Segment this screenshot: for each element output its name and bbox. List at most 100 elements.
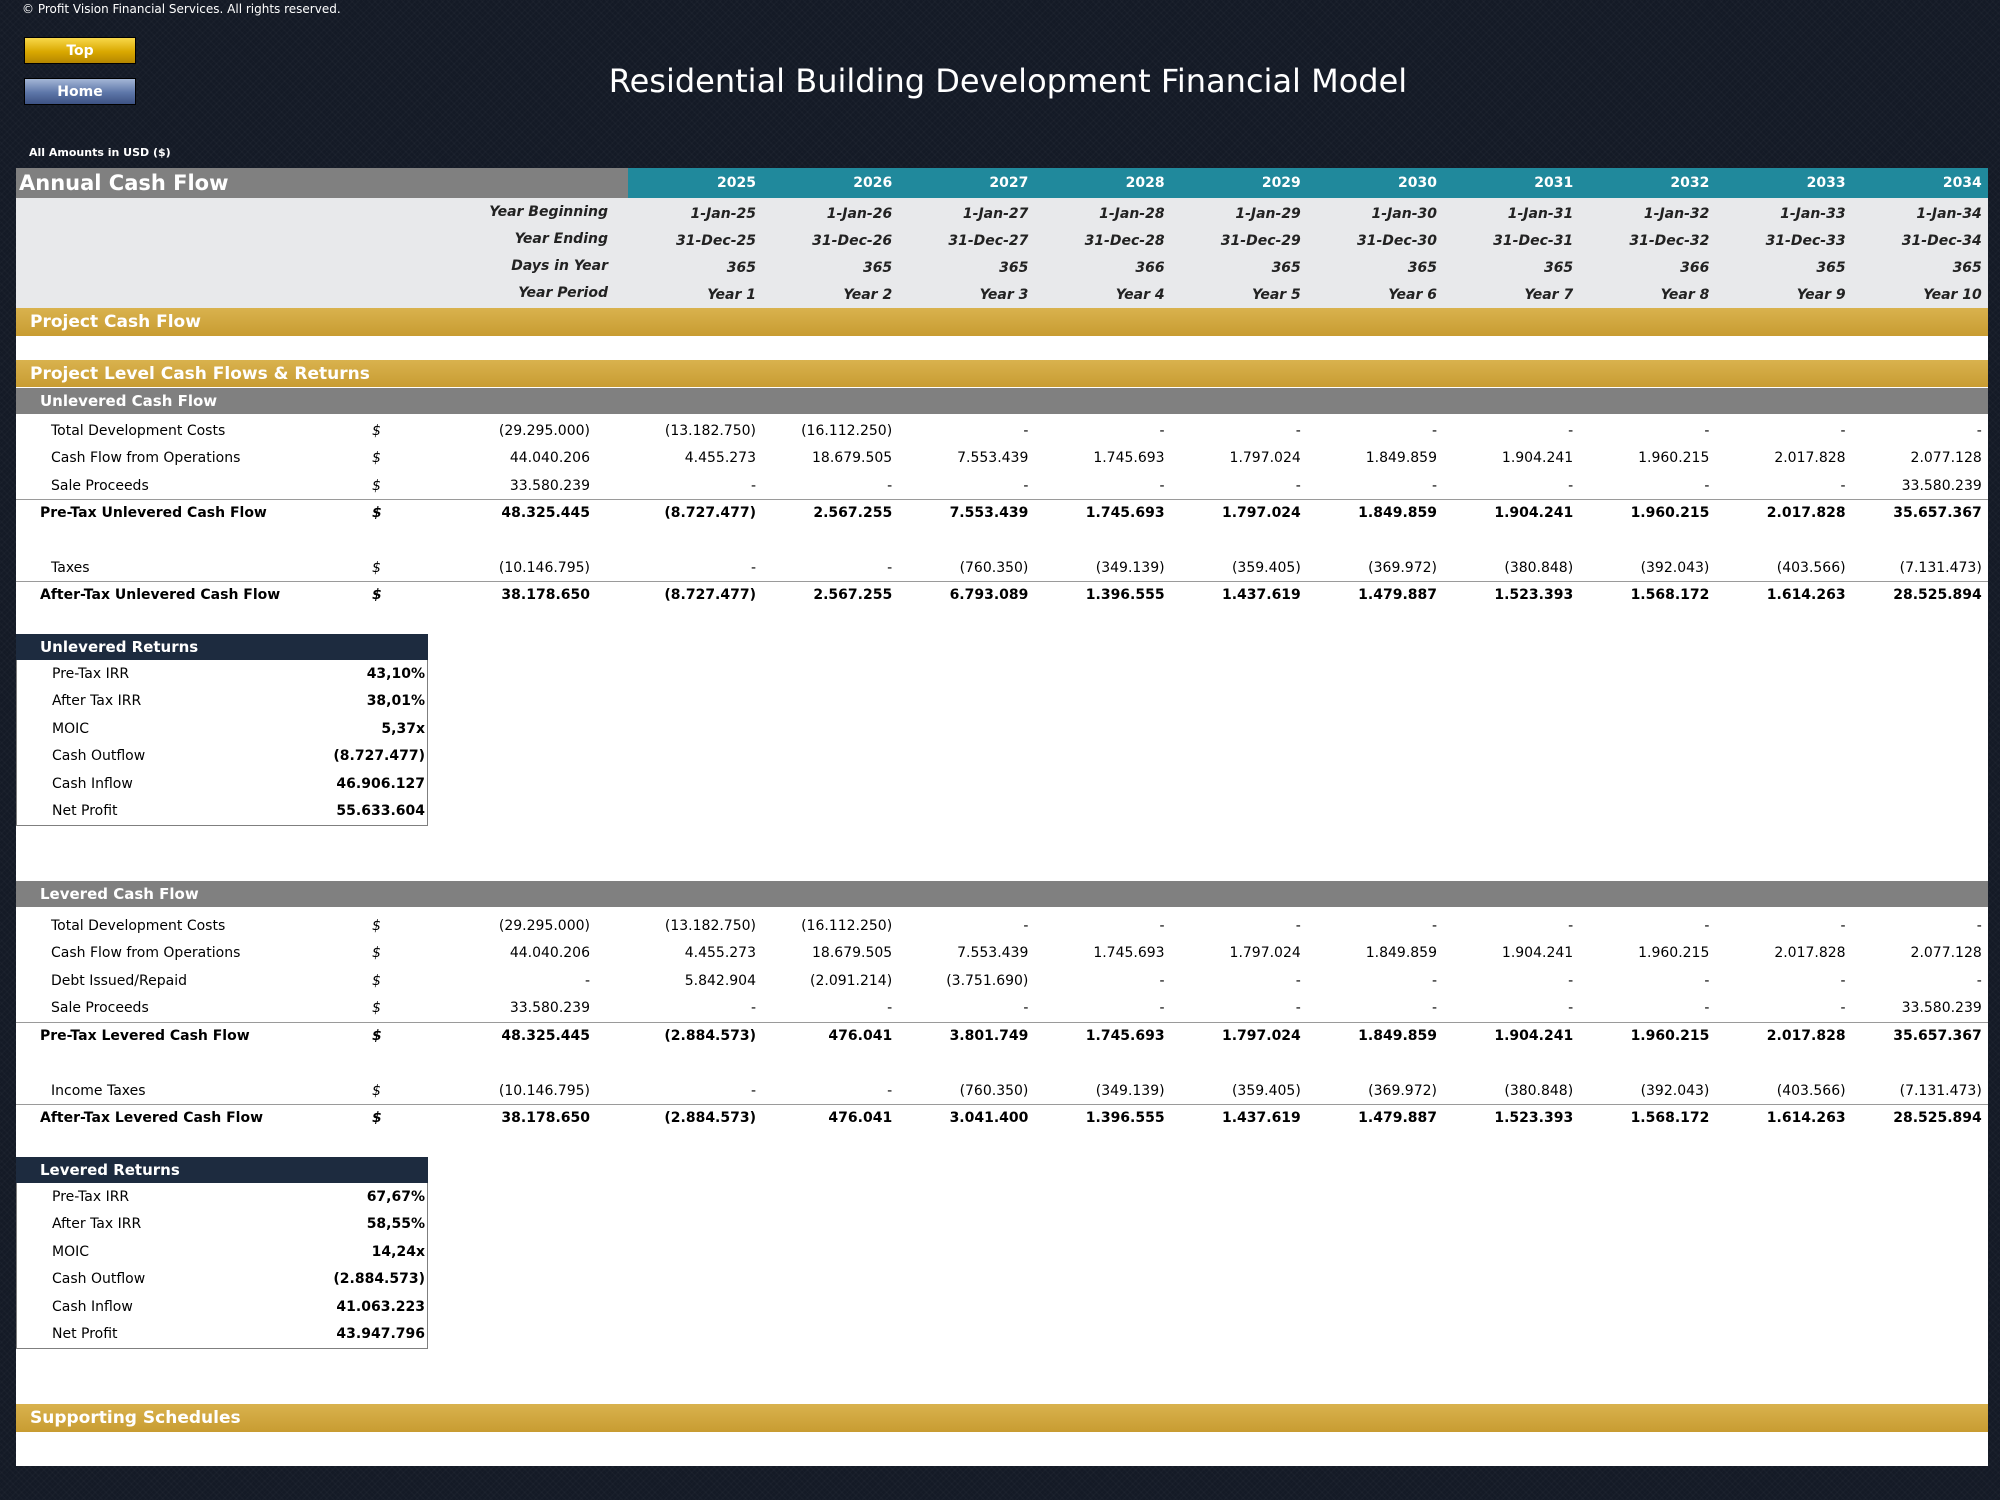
table-row: Pre-Tax Levered Cash Flow $48.325.445 (2.8… (16, 1026, 1988, 1046)
year-header-cell: 2026 (853, 175, 893, 191)
table-cell: 476.041 (828, 1110, 893, 1126)
row-total: 44.040.206 (509, 450, 590, 466)
section-unlevered-cash-flow: Unlevered Cash Flow (16, 388, 1988, 414)
table-cell: - (1704, 973, 1710, 989)
row-total: 33.580.239 (509, 478, 590, 494)
table-cell: 33.580.239 (1901, 478, 1982, 494)
table-cell: (8.727.477) (664, 505, 756, 521)
row-total: 44.040.206 (509, 945, 590, 961)
table-cell: - (1159, 423, 1165, 439)
table-cell: 35.657.367 (1893, 1028, 1982, 1044)
info-cell: 1-Jan-26 (826, 206, 893, 222)
table-cell: - (1431, 918, 1437, 934)
top-button[interactable]: Top (24, 37, 136, 64)
info-cell: 31-Dec-28 (1084, 233, 1165, 249)
returns-row: MOIC 14,24x (17, 1238, 427, 1265)
table-cell: 28.525.894 (1893, 587, 1982, 603)
table-cell: 3.801.749 (949, 1028, 1029, 1044)
year-header: 2025 2026 2027 2028 2029 2030 2031 2032 2033 2034 (628, 168, 1988, 198)
info-cell: 31-Dec-29 (1220, 233, 1301, 249)
table-cell: 1.614.263 (1766, 587, 1846, 603)
info-cell: 366 (1680, 260, 1710, 276)
table-cell: 1.797.024 (1229, 945, 1301, 961)
table-cell: 1.745.693 (1093, 450, 1165, 466)
info-cell: 365 (1952, 260, 1982, 276)
table-cell: 1.904.241 (1501, 945, 1574, 961)
returns-value: 5,37x (381, 720, 425, 737)
year-header-cell: 2029 (1261, 175, 1301, 191)
returns-value: 43.947.796 (336, 1325, 425, 1342)
info-row-label: Year Ending (514, 231, 608, 247)
table-cell: 1.523.393 (1494, 1110, 1574, 1126)
year-header-cell: 2034 (1942, 175, 1982, 191)
table-cell: 1.479.887 (1358, 587, 1437, 603)
info-cell: 31-Dec-31 (1493, 233, 1574, 249)
table-cell: - (1023, 478, 1029, 494)
home-button[interactable]: Home (24, 78, 136, 105)
table-cell: 1.849.859 (1365, 450, 1437, 466)
table-cell: - (1295, 1000, 1301, 1016)
year-info-area: Year Beginning 1-Jan-25 1-Jan-26 1-Jan-27 1-… (16, 198, 1988, 308)
table-cell: 7.553.439 (957, 450, 1029, 466)
table-row: Total Development Costs $ (29.295.000) (13.… (16, 421, 1988, 441)
table-row: Taxes $ (10.146.795) - - (760.350) (349.139) (3… (16, 558, 1988, 578)
table-cell: - (1023, 918, 1029, 934)
info-cell: Year 8 (1660, 287, 1710, 303)
table-cell: - (1295, 973, 1301, 989)
returns-row: After Tax IRR 38,01% (17, 687, 427, 714)
table-cell: 4.455.273 (684, 945, 756, 961)
returns-value: 58,55% (366, 1216, 425, 1233)
currency-symbol: $ (372, 560, 381, 576)
row-total: (10.146.795) (498, 1083, 590, 1099)
table-cell: - (1295, 918, 1301, 934)
unlevered-returns-title: Unlevered Returns (16, 634, 428, 660)
table-cell: - (1840, 918, 1846, 934)
currency-symbol: $ (372, 1000, 381, 1016)
info-cell: Year 7 (1524, 287, 1574, 303)
info-cell: Year 5 (1252, 287, 1301, 303)
returns-label: Net Profit (52, 802, 118, 819)
returns-row: After Tax IRR 58,55% (17, 1210, 427, 1237)
table-cell: 1.614.263 (1766, 1110, 1846, 1126)
table-row: After-Tax Unlevered Cash Flow $38.178.650… (16, 585, 1988, 605)
table-row: Income Taxes $ (10.146.795) - - (760.350) (349… (16, 1081, 1988, 1101)
row-total: 48.325.445 (501, 1028, 590, 1044)
table-cell: 1.745.693 (1093, 945, 1165, 961)
row-total: 38.178.650 (501, 1110, 590, 1126)
table-cell: 2.017.828 (1774, 450, 1846, 466)
info-cell: 1-Jan-30 (1371, 206, 1437, 222)
table-cell: 1.849.859 (1365, 945, 1437, 961)
table-cell: 1.479.887 (1358, 1110, 1437, 1126)
returns-row: Cash Outflow (2.884.573) (17, 1265, 427, 1292)
returns-value: 41.063.223 (336, 1298, 425, 1315)
row-separator (16, 1022, 1988, 1023)
table-cell: - (1976, 918, 1982, 934)
info-cell: 31-Dec-30 (1356, 233, 1437, 249)
table-cell: (16.112.250) (801, 918, 893, 934)
table-cell: 1.437.619 (1221, 1110, 1301, 1126)
table-cell: - (1568, 973, 1574, 989)
year-header-cell: 2031 (1534, 175, 1574, 191)
row-total: (29.295.000) (498, 423, 590, 439)
returns-row: Cash Inflow 41.063.223 (17, 1293, 427, 1320)
info-cell: 31-Dec-33 (1765, 233, 1846, 249)
row-label: Pre-Tax Unlevered Cash Flow (40, 505, 267, 521)
table-cell: (380.848) (1504, 560, 1574, 576)
info-cell: 1-Jan-29 (1235, 206, 1301, 222)
returns-label: Cash Outflow (52, 1271, 146, 1288)
returns-value: 55.633.604 (336, 802, 425, 819)
table-cell: - (1023, 423, 1029, 439)
info-cell: 1-Jan-31 (1507, 206, 1574, 222)
table-cell: - (1023, 1000, 1029, 1016)
table-row: Cash Flow from Operations $44.040.206 4.45… (16, 448, 1988, 468)
table-cell: 1.960.215 (1630, 505, 1710, 521)
table-cell: 1.960.215 (1638, 450, 1710, 466)
currency-symbol: $ (372, 423, 381, 439)
table-cell: (7.131.473) (1899, 560, 1982, 576)
info-cell: 1-Jan-27 (962, 206, 1029, 222)
row-total: (29.295.000) (498, 918, 590, 934)
info-cell: 365 (726, 260, 756, 276)
returns-value: (8.727.477) (333, 748, 425, 765)
table-row: Sale Proceeds $33.580.239 - - - - - - - - - 33.580.… (16, 998, 1988, 1018)
table-cell: (359.405) (1231, 560, 1301, 576)
